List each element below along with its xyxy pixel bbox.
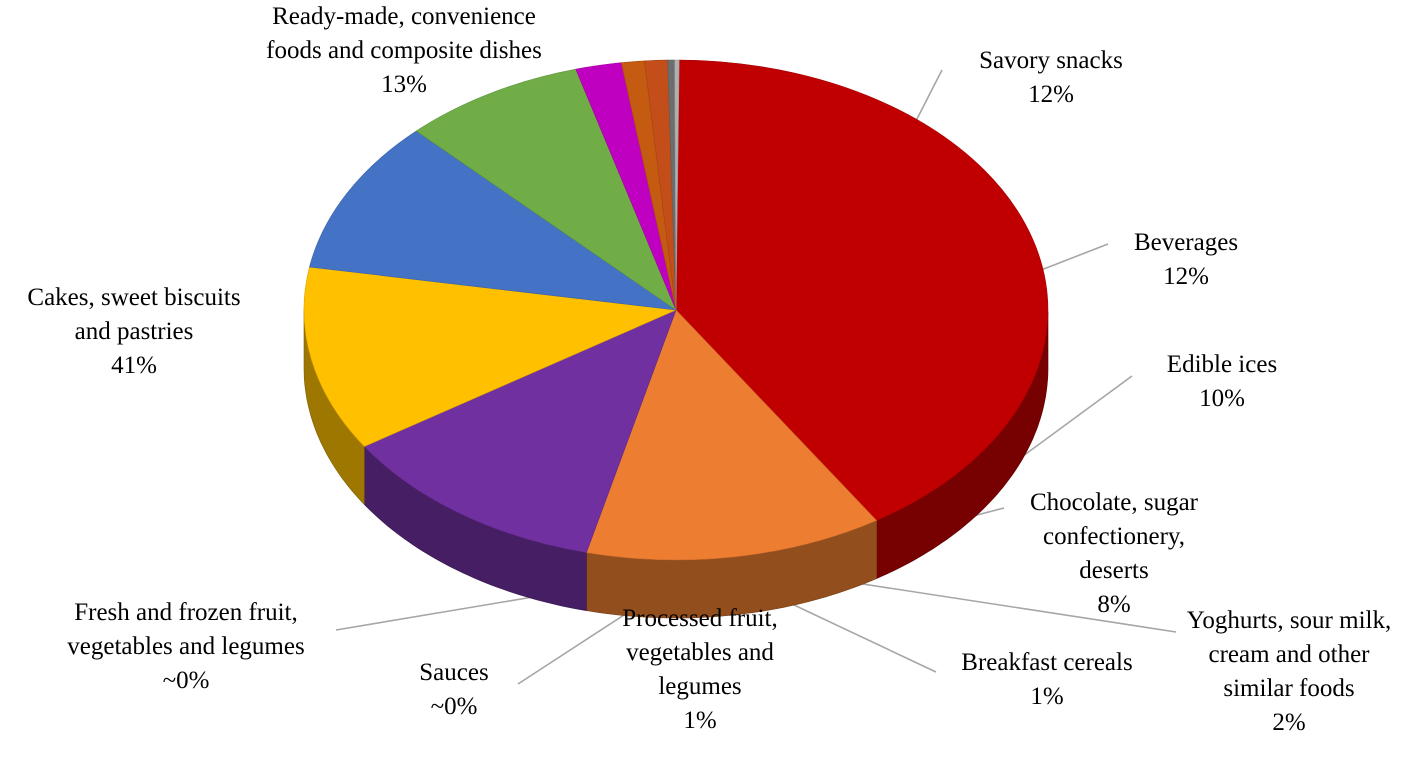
data-label-category: Breakfast cereals: [961, 649, 1133, 676]
data-label-breakfast-cereals: Breakfast cereals 1%: [932, 646, 1162, 714]
pie-slice-cakes-sweet-biscuits-and-pastries: [675, 59, 1049, 521]
data-label-percent: 8%: [1097, 591, 1131, 618]
pie-slice-edible-ices: [309, 130, 677, 311]
data-label-chocolate-sugar-confectionery-deserts: Chocolate, sugar confectionery, deserts 8…: [994, 486, 1234, 622]
data-label-cakes-sweet-biscuits-and-pastries: Cakes, sweet biscuits and pastries 41%: [0, 281, 268, 383]
data-label-category: Ready-made, convenience foods and compos…: [266, 3, 542, 64]
data-label-percent: 12%: [1028, 81, 1074, 108]
leader-line-beverages: [1035, 243, 1109, 273]
data-label-category: Edible ices: [1166, 351, 1278, 378]
data-label-processed-fruit-vegetables-and-legumes: Processed fruit, vegetables and legumes 1…: [594, 602, 806, 738]
data-label-percent: ~0%: [430, 693, 478, 720]
data-label-category: Sauces: [419, 659, 489, 686]
data-label-yoghurts-sour-milk-cream-and-other-similar-foods: Yoghurts, sour milk, cream and other sim…: [1160, 604, 1418, 740]
pie-slice-beverages: [303, 266, 678, 447]
pie-slice-ready-made-convenience-foods-and-composite-dishes: [585, 309, 878, 561]
data-label-category: Yoghurts, sour milk, cream and other sim…: [1186, 607, 1392, 702]
data-label-fresh-and-frozen-fruit-vegetables-and-legumes: Fresh and frozen fruit, vegetables and l…: [28, 596, 344, 698]
pie-tops: [303, 59, 1049, 561]
data-label-percent: 1%: [683, 707, 717, 734]
data-label-category: Beverages: [1133, 229, 1239, 256]
data-label-edible-ices: Edible ices 10%: [1132, 348, 1312, 416]
data-label-percent: 10%: [1199, 385, 1245, 412]
pie-slice-savory-snacks: [363, 309, 677, 553]
data-label-beverages: Beverages 12%: [1096, 226, 1276, 294]
data-label-ready-made-convenience-foods-and-composite-dishes: Ready-made, convenience foods and compos…: [222, 0, 586, 102]
data-label-percent: ~0%: [162, 667, 210, 694]
data-label-category: Processed fruit, vegetables and legumes: [622, 605, 778, 700]
data-label-category: Fresh and frozen fruit, vegetables and l…: [67, 599, 305, 660]
data-label-category: Chocolate, sugar confectionery, deserts: [1029, 489, 1198, 584]
data-label-sauces: Sauces ~0%: [404, 656, 504, 724]
data-label-category: Cakes, sweet biscuits and pastries: [27, 284, 241, 345]
data-label-percent: 12%: [1163, 263, 1209, 290]
data-label-percent: 13%: [381, 71, 427, 98]
pie-slice-fresh-and-frozen-fruit-vegetables-and-legumes: [674, 59, 680, 311]
data-label-category: Savory snacks: [979, 47, 1123, 74]
data-label-percent: 1%: [1030, 683, 1064, 710]
data-label-percent: 41%: [111, 352, 157, 379]
data-label-percent: 2%: [1272, 709, 1306, 736]
data-label-savory-snacks: Savory snacks 12%: [946, 44, 1156, 112]
pie-slice-chocolate-sugar-confectionery-deserts: [415, 68, 677, 311]
